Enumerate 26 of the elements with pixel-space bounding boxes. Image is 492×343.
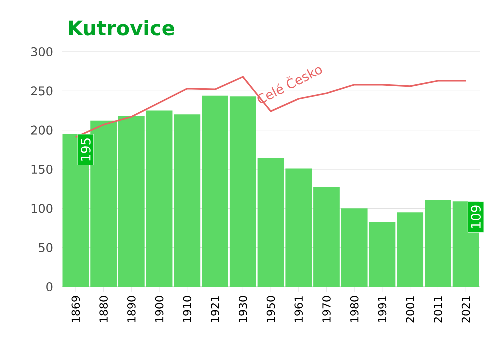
x-tick-label: 1980: [350, 296, 359, 322]
y-tick-label: 200: [31, 126, 53, 135]
x-tick-label: 1930: [238, 296, 248, 322]
x-tick-label: 1910: [183, 296, 192, 322]
data-label: 195: [81, 138, 91, 161]
x-tick-label: 2001: [406, 296, 414, 323]
y-tick-label: 100: [32, 204, 53, 214]
data-label: 109: [471, 206, 481, 228]
x-tick-label: 2021: [462, 296, 470, 323]
y-tick-label: 300: [31, 47, 53, 57]
y-tick-label: 150: [32, 164, 53, 174]
x-tick-label: 1970: [322, 296, 331, 322]
text: Celé Česko: [258, 67, 322, 104]
y-tick-label: 250: [31, 86, 53, 96]
x-tick-label: 1880: [100, 296, 108, 322]
x-tick-label: 1950: [266, 296, 276, 322]
chart-title: Kutrovice: [69, 20, 174, 36]
x-tick-label: 1961: [294, 296, 304, 322]
x-tick-label: 1869: [72, 296, 80, 322]
x-tick-label: 1890: [128, 296, 136, 322]
x-tick-label: 1991: [378, 296, 387, 322]
x-tick-label: 1921: [211, 296, 220, 322]
y-tick-label: 50: [39, 243, 53, 252]
x-tick-label: 2011: [434, 296, 442, 323]
x-tick-label: 1900: [155, 296, 164, 322]
y-tick-label: 0: [46, 282, 53, 292]
